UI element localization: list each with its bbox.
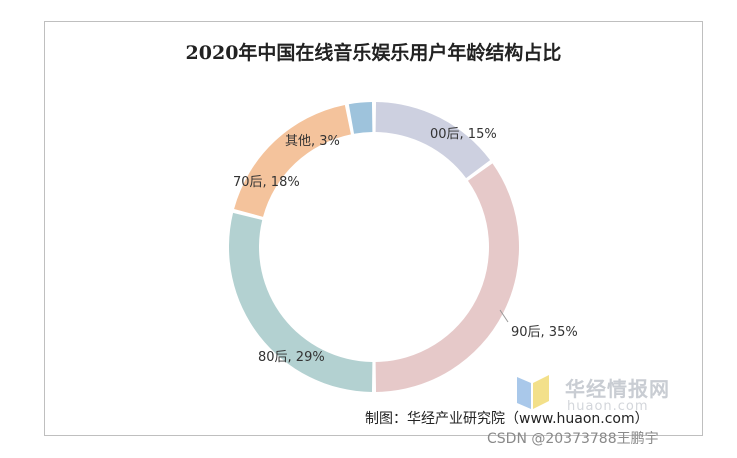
slice-label: 00后, 15% [430,127,497,142]
slice-label: 90后, 35% [511,325,578,340]
slice-80后 [228,212,373,392]
chart-frame: 2020年中国在线音乐娱乐用户年龄结构占比 00后, 15% 90后, 35% 80… [44,21,703,436]
slice-label: 其他, 3% [285,134,340,149]
leader-line [499,309,509,323]
source-caption: 制图：华经产业研究院（www.huaon.com） [365,411,649,427]
slice-70后 [234,104,351,217]
slice-label: 70后, 18% [233,175,300,190]
watermark-en: huaon.com [567,399,649,414]
slice-00后 [375,102,491,179]
slice-label: 80后, 29% [258,350,325,365]
slice-90后 [375,163,519,392]
slice-其他 [348,102,373,134]
csdn-credit: CSDN @20373788王鹏宇 [487,431,659,447]
watermark-cn: 华经情报网 [565,377,670,401]
donut-chart: 00后, 15% 90后, 35% 80后, 29% 70后, 18% 其他, 3% [228,102,578,392]
chart-title: 2020年中国在线音乐娱乐用户年龄结构占比 [185,42,562,64]
huaon-logo-icon [515,371,555,415]
